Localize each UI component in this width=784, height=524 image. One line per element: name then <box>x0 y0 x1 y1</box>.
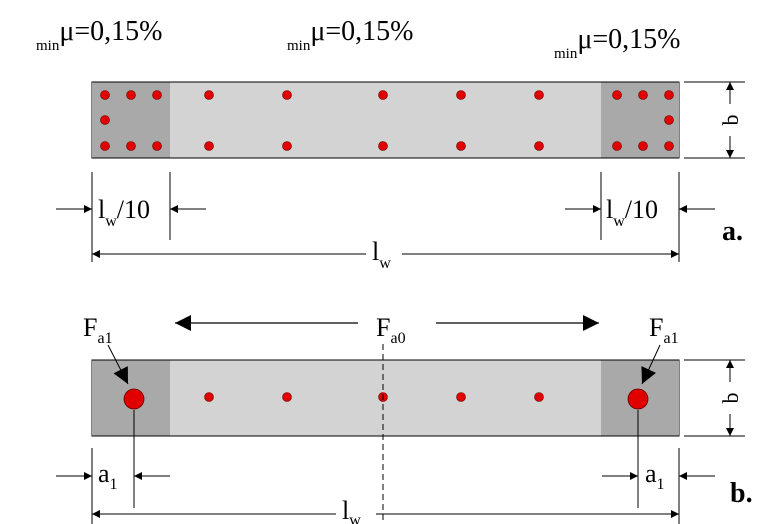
offset-label-right: a1 <box>645 459 665 493</box>
min-subscript: min <box>36 38 60 54</box>
end-zone-length-left: lw/10 <box>98 195 150 230</box>
total-length-label-bg <box>366 236 402 272</box>
min-subscript: min <box>554 46 578 62</box>
ratio-value: μ=0,15% <box>310 16 413 47</box>
lw-subscript: w <box>613 213 625 230</box>
offset-label-left: a1 <box>98 459 118 493</box>
rebar <box>126 90 136 100</box>
section-a: b lw/10 lw/10 lw a. <box>56 81 745 272</box>
panel-label-b: b. <box>730 478 753 509</box>
force-leader-left <box>107 344 129 385</box>
rebar <box>664 115 674 125</box>
rebar <box>100 115 110 125</box>
rebar <box>100 90 110 100</box>
end-zone-length-right: lw/10 <box>606 195 658 230</box>
offset-subscript: 1 <box>657 476 665 493</box>
force-label-center: Fa0 <box>376 313 406 347</box>
ratio-value: μ=0,15% <box>577 24 680 55</box>
section-b: Fa1 Fa0 Fa1 b <box>56 313 753 524</box>
lw-subscript: w <box>379 255 391 272</box>
rebar <box>664 90 674 100</box>
rebar <box>638 90 648 100</box>
force-base: F <box>83 313 97 342</box>
lw-base: l <box>606 195 613 224</box>
min-ratio-label-left: minμ=0,15% <box>36 16 162 54</box>
force-base: F <box>649 313 663 342</box>
lw-divisor: /10 <box>625 195 658 224</box>
rebar <box>126 141 136 151</box>
rebar <box>612 141 622 151</box>
concentrated-rebar-right <box>627 388 649 410</box>
rebar <box>282 392 292 402</box>
lw-subscript: w <box>105 213 117 230</box>
ratio-value: μ=0,15% <box>59 16 162 47</box>
lw-base: l <box>98 195 105 224</box>
force-subscript: a1 <box>97 330 112 347</box>
offset-base: a <box>645 459 657 488</box>
force-base: F <box>376 313 390 342</box>
height-label-b: b <box>718 393 743 404</box>
rebar <box>664 141 674 151</box>
force-label-left: Fa1 <box>83 313 113 347</box>
force-leader-right <box>641 344 661 385</box>
rebar <box>638 141 648 151</box>
rebar <box>534 392 544 402</box>
rebar <box>152 141 162 151</box>
min-subscript: min <box>287 38 311 54</box>
force-label-right: Fa1 <box>649 313 679 347</box>
height-label-a: b <box>718 115 743 126</box>
force-subscript: a1 <box>663 330 678 347</box>
total-length-label-b: lw <box>342 496 361 524</box>
rebar <box>456 392 466 402</box>
offset-subscript: 1 <box>110 476 118 493</box>
rebar <box>204 141 214 151</box>
rebar <box>100 141 110 151</box>
concentrated-rebar-left <box>123 388 145 410</box>
panel-label-a: a. <box>722 216 743 247</box>
rebar <box>152 90 162 100</box>
min-ratio-label-center: minμ=0,15% <box>287 16 413 54</box>
lw-subscript: w <box>349 512 361 524</box>
rebar <box>378 90 388 100</box>
rebar <box>534 90 544 100</box>
rebar <box>204 392 214 402</box>
offset-base: a <box>98 459 110 488</box>
lw-base: l <box>372 237 379 266</box>
rebar <box>204 90 214 100</box>
force-subscript: a0 <box>390 330 405 347</box>
rebar <box>282 90 292 100</box>
rebar <box>456 90 466 100</box>
lw-base: l <box>342 496 349 524</box>
total-length-label-bg <box>336 496 376 524</box>
rebar <box>612 90 622 100</box>
total-length-label-a: lw <box>372 237 391 272</box>
rebar <box>378 141 388 151</box>
min-ratio-label-right: minμ=0,15% <box>554 24 680 62</box>
lw-divisor: /10 <box>117 195 150 224</box>
rebar <box>456 141 466 151</box>
rebar <box>534 141 544 151</box>
rebar <box>282 141 292 151</box>
